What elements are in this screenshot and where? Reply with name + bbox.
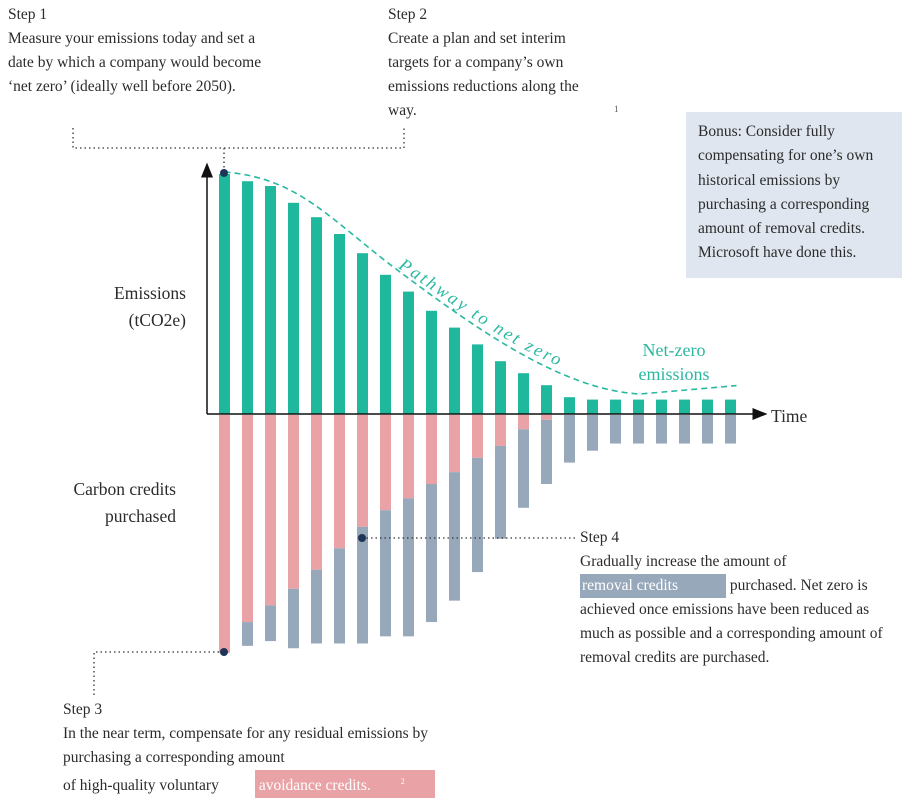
step2-title: Step 2 xyxy=(388,6,428,23)
removal-credit-bar-14 xyxy=(518,429,529,508)
removal-credit-bar-10 xyxy=(426,484,437,623)
bonus-box: Bonus: Consider fully compensating for o… xyxy=(686,112,902,278)
avoidance-credits-highlight: avoidance credits. 2 xyxy=(254,770,435,799)
time-axis-label: Time xyxy=(771,406,808,426)
connector-lines xyxy=(72,128,575,695)
removal-credit-bar-8 xyxy=(380,510,391,637)
start-emissions-dot xyxy=(220,169,228,177)
removal-credit-bar-19 xyxy=(633,415,644,444)
avoidance-credit-bar-6 xyxy=(334,415,345,549)
step1-body: Measure your emissions today and set a d… xyxy=(8,30,262,95)
step3-line2: of high-quality voluntary xyxy=(63,777,219,795)
credits-axis-label: Carbon credits purchased xyxy=(73,479,176,526)
emissions-bar-8 xyxy=(380,274,391,414)
removal-credits-highlight: removal credits xyxy=(580,574,726,598)
step1-annotation: Step 1 Measure your emissions today and … xyxy=(8,3,268,99)
emissions-bar-11 xyxy=(449,327,460,414)
avoidance-credit-bar-12 xyxy=(472,415,483,458)
emissions-bar-15 xyxy=(541,385,552,414)
emissions-axis-label: Emissions (tCO2e) xyxy=(114,283,186,330)
emissions-bar-22 xyxy=(702,399,713,414)
avoidance-credit-bar-7 xyxy=(357,415,368,527)
removal-credit-bar-11 xyxy=(449,472,460,601)
emissions-bar-16 xyxy=(564,397,575,414)
step1-title: Step 1 xyxy=(8,6,48,23)
emissions-bar-9 xyxy=(403,291,414,414)
emissions-bar-23 xyxy=(725,399,736,414)
avoidance-credit-bar-10 xyxy=(426,415,437,485)
removal-credit-bar-22 xyxy=(702,415,713,444)
step3-title: Step 3 xyxy=(63,701,103,718)
avoidance-credit-bar-13 xyxy=(495,415,506,446)
avoidance-credit-bar-3 xyxy=(265,415,276,606)
removal-credit-bar-15 xyxy=(541,419,552,485)
step3-line1: In the near term, compensate for any res… xyxy=(63,725,428,766)
removal-credit-bar-5 xyxy=(311,569,322,644)
emissions-bar-17 xyxy=(587,399,598,414)
step3-annotation: Step 3 In the near term, compensate for … xyxy=(63,698,483,799)
step3-connector xyxy=(93,651,224,695)
emissions-bar-18 xyxy=(610,399,621,414)
avoidance-credit-bar-1 xyxy=(219,415,230,653)
avoidance-credit-bar-9 xyxy=(403,415,414,499)
removal-credit-bar-12 xyxy=(472,457,483,573)
avoidance-credit-bar-4 xyxy=(288,415,299,589)
emissions-bar-3 xyxy=(265,186,276,414)
step2-annotation: Step 2 Create a plan and set interim tar… xyxy=(388,3,608,123)
emissions-bar-6 xyxy=(334,234,345,414)
start-credits-dot xyxy=(220,648,228,656)
removal-credit-bar-18 xyxy=(610,415,621,444)
removal-credit-bar-4 xyxy=(288,588,299,649)
removal-credit-bar-17 xyxy=(587,415,598,451)
step4-title: Step 4 xyxy=(580,529,620,546)
step4-body: purchased. Net zero is achieved once emi… xyxy=(580,577,883,666)
emissions-bar-19 xyxy=(633,399,644,414)
emissions-bar-12 xyxy=(472,344,483,414)
removal-credit-bar-7 xyxy=(357,526,368,644)
avoidance-credit-bar-8 xyxy=(380,415,391,511)
emissions-bar-20 xyxy=(656,399,667,414)
step4-line1: Gradually increase the amount of xyxy=(580,553,787,570)
emissions-bar-21 xyxy=(679,399,690,414)
removal-credit-bar-23 xyxy=(725,415,736,444)
emissions-bar-1 xyxy=(219,174,230,414)
footnote-1: 1 xyxy=(614,104,619,114)
removal-credit-bar-20 xyxy=(656,415,667,444)
emissions-bar-10 xyxy=(426,310,437,414)
emissions-bar-7 xyxy=(357,253,368,414)
step1-step2-connector xyxy=(72,128,405,149)
removal-credit-bar-6 xyxy=(334,548,345,644)
emissions-bar-13 xyxy=(495,361,506,414)
pathway-to-net-zero-line xyxy=(224,171,737,395)
removal-credit-bar-21 xyxy=(679,415,690,444)
avoidance-credits-text: avoidance credits. xyxy=(258,777,371,795)
avoidance-credit-bar-11 xyxy=(449,415,460,473)
bar-group xyxy=(219,174,736,653)
removal-credit-bar-16 xyxy=(564,415,575,463)
removal-credit-bar-13 xyxy=(495,445,506,539)
net-zero-label: Net-zero emissions xyxy=(638,340,710,384)
removal-credit-bar-3 xyxy=(265,605,276,642)
avoidance-credit-bar-14 xyxy=(518,415,529,430)
emissions-bar-4 xyxy=(288,202,299,414)
avoidance-credit-bar-15 xyxy=(541,415,552,420)
step4-dot xyxy=(358,534,366,542)
avoidance-credit-bar-5 xyxy=(311,415,322,570)
avoidance-credit-bar-2 xyxy=(242,415,253,623)
step2-body: Create a plan and set interim targets fo… xyxy=(388,30,579,119)
footnote-2: 2 xyxy=(400,777,405,786)
emissions-bar-2 xyxy=(242,181,253,414)
step4-annotation: Step 4 Gradually increase the amount of … xyxy=(580,526,890,670)
removal-credit-bar-9 xyxy=(403,498,414,637)
removal-credit-bar-2 xyxy=(242,622,253,646)
emissions-bar-5 xyxy=(311,217,322,414)
emissions-bar-14 xyxy=(518,373,529,414)
